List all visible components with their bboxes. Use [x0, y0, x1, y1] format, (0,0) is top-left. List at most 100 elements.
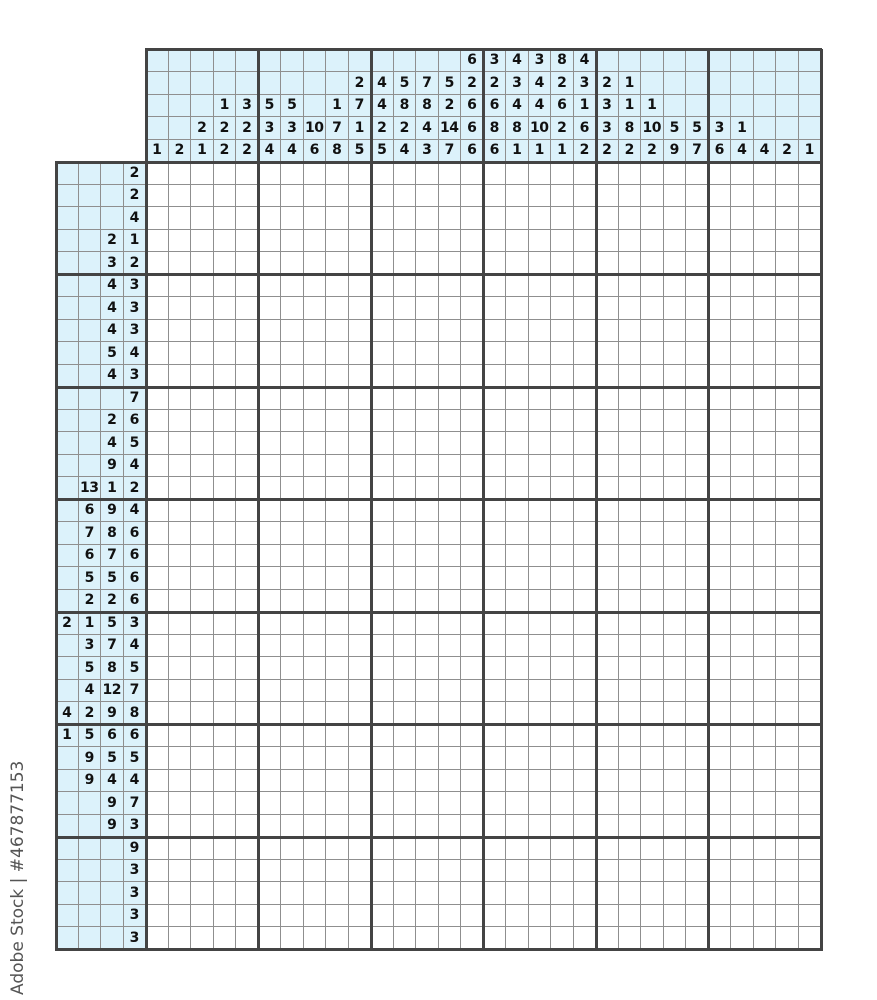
- grid-cell[interactable]: [393, 409, 416, 432]
- grid-cell[interactable]: [303, 432, 326, 455]
- grid-cell[interactable]: [731, 904, 754, 927]
- grid-cell[interactable]: [528, 657, 551, 680]
- grid-cell[interactable]: [213, 567, 236, 590]
- grid-cell[interactable]: [348, 747, 371, 770]
- grid-cell[interactable]: [731, 544, 754, 567]
- grid-cell[interactable]: [731, 679, 754, 702]
- grid-cell[interactable]: [461, 612, 484, 635]
- grid-cell[interactable]: [461, 747, 484, 770]
- grid-cell[interactable]: [461, 184, 484, 207]
- grid-cell[interactable]: [146, 882, 169, 905]
- grid-cell[interactable]: [528, 432, 551, 455]
- grid-cell[interactable]: [798, 657, 821, 680]
- grid-cell[interactable]: [258, 567, 281, 590]
- grid-cell[interactable]: [168, 814, 191, 837]
- grid-cell[interactable]: [213, 904, 236, 927]
- grid-cell[interactable]: [168, 364, 191, 387]
- grid-cell[interactable]: [528, 792, 551, 815]
- grid-cell[interactable]: [731, 837, 754, 860]
- grid-cell[interactable]: [281, 409, 304, 432]
- grid-cell[interactable]: [551, 904, 574, 927]
- grid-cell[interactable]: [371, 319, 394, 342]
- grid-cell[interactable]: [551, 364, 574, 387]
- grid-cell[interactable]: [596, 409, 619, 432]
- grid-cell[interactable]: [371, 252, 394, 275]
- grid-cell[interactable]: [146, 432, 169, 455]
- grid-cell[interactable]: [168, 702, 191, 725]
- grid-cell[interactable]: [708, 229, 731, 252]
- grid-cell[interactable]: [506, 499, 529, 522]
- grid-cell[interactable]: [213, 342, 236, 365]
- grid-cell[interactable]: [641, 904, 664, 927]
- grid-cell[interactable]: [236, 499, 259, 522]
- grid-cell[interactable]: [753, 522, 776, 545]
- grid-cell[interactable]: [551, 162, 574, 185]
- grid-cell[interactable]: [731, 274, 754, 297]
- grid-cell[interactable]: [416, 927, 439, 950]
- grid-cell[interactable]: [663, 837, 686, 860]
- grid-cell[interactable]: [326, 612, 349, 635]
- grid-cell[interactable]: [281, 229, 304, 252]
- grid-cell[interactable]: [483, 319, 506, 342]
- grid-cell[interactable]: [641, 612, 664, 635]
- grid-cell[interactable]: [641, 814, 664, 837]
- grid-cell[interactable]: [348, 274, 371, 297]
- grid-cell[interactable]: [483, 544, 506, 567]
- grid-cell[interactable]: [371, 589, 394, 612]
- grid-cell[interactable]: [326, 162, 349, 185]
- grid-cell[interactable]: [753, 544, 776, 567]
- grid-cell[interactable]: [146, 702, 169, 725]
- grid-cell[interactable]: [798, 454, 821, 477]
- grid-cell[interactable]: [753, 342, 776, 365]
- grid-cell[interactable]: [461, 454, 484, 477]
- grid-cell[interactable]: [303, 747, 326, 770]
- grid-cell[interactable]: [483, 454, 506, 477]
- grid-cell[interactable]: [326, 859, 349, 882]
- grid-cell[interactable]: [641, 859, 664, 882]
- grid-cell[interactable]: [798, 747, 821, 770]
- grid-cell[interactable]: [416, 724, 439, 747]
- grid-cell[interactable]: [618, 792, 641, 815]
- grid-cell[interactable]: [708, 387, 731, 410]
- grid-cell[interactable]: [393, 342, 416, 365]
- grid-cell[interactable]: [303, 162, 326, 185]
- grid-cell[interactable]: [281, 814, 304, 837]
- grid-cell[interactable]: [213, 297, 236, 320]
- grid-cell[interactable]: [753, 409, 776, 432]
- grid-cell[interactable]: [168, 387, 191, 410]
- grid-cell[interactable]: [641, 229, 664, 252]
- grid-cell[interactable]: [168, 162, 191, 185]
- grid-cell[interactable]: [641, 522, 664, 545]
- grid-cell[interactable]: [506, 162, 529, 185]
- grid-cell[interactable]: [258, 792, 281, 815]
- grid-cell[interactable]: [303, 522, 326, 545]
- grid-cell[interactable]: [686, 387, 709, 410]
- grid-cell[interactable]: [798, 522, 821, 545]
- grid-cell[interactable]: [236, 274, 259, 297]
- grid-cell[interactable]: [483, 432, 506, 455]
- grid-cell[interactable]: [348, 724, 371, 747]
- grid-cell[interactable]: [236, 409, 259, 432]
- grid-cell[interactable]: [528, 747, 551, 770]
- grid-cell[interactable]: [146, 252, 169, 275]
- grid-cell[interactable]: [753, 927, 776, 950]
- grid-cell[interactable]: [348, 454, 371, 477]
- grid-cell[interactable]: [506, 634, 529, 657]
- grid-cell[interactable]: [281, 319, 304, 342]
- grid-cell[interactable]: [506, 702, 529, 725]
- grid-cell[interactable]: [393, 432, 416, 455]
- grid-cell[interactable]: [281, 544, 304, 567]
- grid-cell[interactable]: [506, 544, 529, 567]
- grid-cell[interactable]: [731, 769, 754, 792]
- grid-cell[interactable]: [753, 612, 776, 635]
- grid-cell[interactable]: [191, 814, 214, 837]
- grid-cell[interactable]: [686, 792, 709, 815]
- grid-cell[interactable]: [641, 657, 664, 680]
- grid-cell[interactable]: [393, 184, 416, 207]
- grid-cell[interactable]: [461, 904, 484, 927]
- grid-cell[interactable]: [281, 859, 304, 882]
- grid-cell[interactable]: [618, 342, 641, 365]
- grid-cell[interactable]: [708, 184, 731, 207]
- grid-cell[interactable]: [326, 274, 349, 297]
- grid-cell[interactable]: [416, 657, 439, 680]
